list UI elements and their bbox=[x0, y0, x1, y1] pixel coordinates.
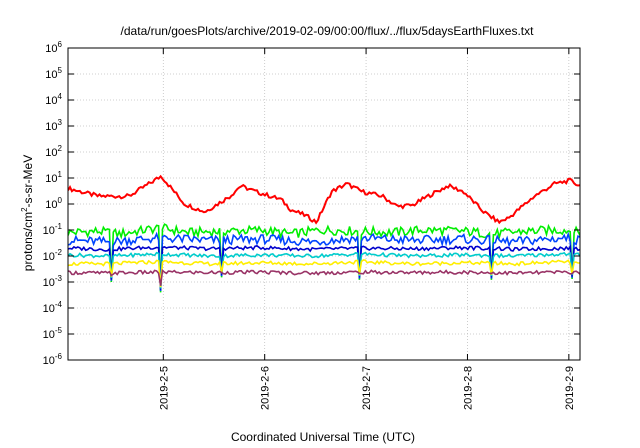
y-tick-label: 10-5 bbox=[43, 326, 63, 341]
y-axis-title-prefix: protons/cm bbox=[21, 212, 35, 271]
x-tick-label: 2019-2-6 bbox=[260, 366, 272, 410]
series-line bbox=[68, 259, 580, 288]
x-tick-label: 2019-2-9 bbox=[564, 366, 576, 410]
y-tick-label: 10-4 bbox=[43, 300, 63, 315]
y-axis-title: protons/cm2-s-sr-MeV bbox=[20, 155, 35, 271]
x-tick-label: 2019-2-5 bbox=[158, 366, 170, 410]
axis-ticks: 10-6 10-5 10-4 10-3 10-2 10-1 100 101 102 103 104 1… bbox=[43, 40, 580, 410]
y-axis-title-suffix: -s-sr-MeV bbox=[21, 155, 35, 208]
y-tick-label: 10-2 bbox=[43, 248, 63, 263]
y-axis-title-sup: 2 bbox=[20, 207, 29, 212]
y-tick-label: 106 bbox=[45, 40, 62, 55]
y-tick-label: 102 bbox=[45, 144, 62, 159]
series-line bbox=[68, 244, 580, 290]
y-tick-label: 101 bbox=[45, 170, 62, 185]
y-tick-label: 104 bbox=[45, 92, 62, 107]
series-line bbox=[68, 174, 580, 225]
y-tick-label: 103 bbox=[45, 118, 62, 133]
y-tick-label: 10-3 bbox=[43, 274, 63, 289]
series-line bbox=[68, 268, 580, 286]
x-axis-title: Coordinated Universal Time (UTC) bbox=[231, 430, 415, 444]
x-tick-label: 2019-2-8 bbox=[462, 366, 474, 410]
y-tick-label: 105 bbox=[45, 66, 62, 81]
x-tick-label: 2019-2-7 bbox=[361, 366, 373, 410]
y-tick-label: 10-1 bbox=[43, 222, 63, 237]
series-line bbox=[68, 223, 580, 293]
y-tick-label: 10-6 bbox=[43, 352, 63, 367]
grid-lines bbox=[68, 48, 580, 360]
chart-title: /data/run/goesPlots/archive/2019-02-09/0… bbox=[121, 24, 535, 38]
series-line bbox=[68, 251, 580, 289]
series-layer bbox=[68, 174, 580, 293]
series-line bbox=[68, 231, 580, 292]
y-tick-label: 100 bbox=[45, 196, 62, 211]
